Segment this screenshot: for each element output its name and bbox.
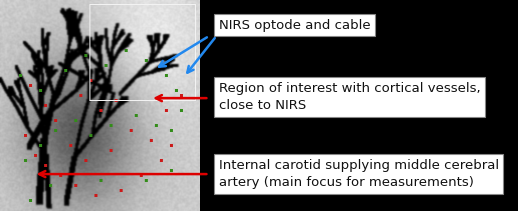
Text: NIRS optode and cable: NIRS optode and cable bbox=[219, 19, 370, 32]
Text: Internal carotid supplying middle cerebral
artery (main focus for measurements): Internal carotid supplying middle cerebr… bbox=[219, 159, 499, 189]
Text: Region of interest with cortical vessels,
close to NIRS: Region of interest with cortical vessels… bbox=[219, 82, 480, 112]
